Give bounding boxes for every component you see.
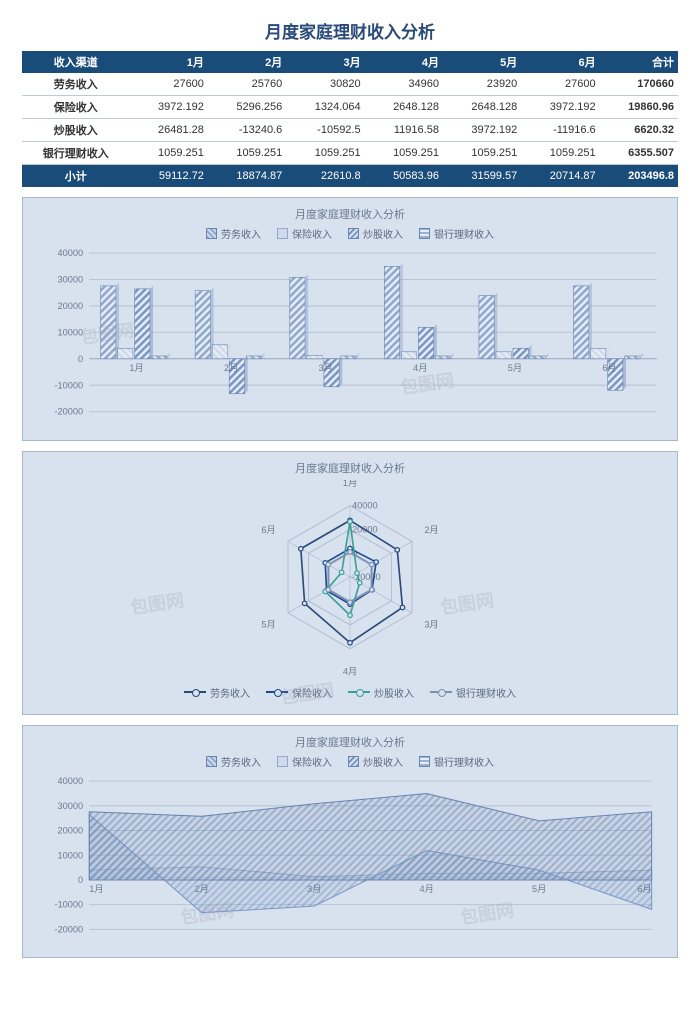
svg-text:10000: 10000 [58,327,84,337]
svg-text:4月: 4月 [413,363,427,373]
table-header: 5月 [443,51,521,73]
svg-text:2月: 2月 [195,884,209,894]
svg-text:40000: 40000 [352,501,378,511]
svg-text:6月: 6月 [637,884,651,894]
area-chart-panel: 月度家庭理财收入分析 劳务收入 保险收入 炒股收入 银行理财收入 -20000 -100… [22,725,678,959]
svg-text:2月: 2月 [224,363,238,373]
legend-item: 银行理财收入 [419,754,494,769]
svg-text:40000: 40000 [58,776,84,786]
legend-item: 银行理财收入 [419,226,494,241]
table-row: 劳务收入276002576030820349602392027600170660 [22,73,678,96]
table-header: 2月 [208,51,286,73]
page-title: 月度家庭理财收入分析 [22,18,678,43]
svg-text:5月: 5月 [261,619,275,629]
area-chart: -20000 -10000 0 10000 20000 30000 40000 1月 2月 3月 4… [33,776,667,950]
area-chart-legend: 劳务收入 保险收入 炒股收入 银行理财收入 [33,754,667,770]
svg-text:-20000: -20000 [55,407,84,417]
table-header: 1月 [130,51,208,73]
radar-chart-title: 月度家庭理财收入分析 [33,460,667,476]
legend-item: 保险收入 [266,685,332,700]
radar-chart-legend: 劳务收入 保险收入 炒股收入 银行理财收入 [33,685,667,700]
legend-item: 劳务收入 [206,754,261,769]
table-header: 合计 [600,51,678,73]
table-header: 3月 [286,51,364,73]
table-header: 6月 [521,51,599,73]
svg-text:4月: 4月 [420,884,434,894]
svg-text:10000: 10000 [58,850,84,860]
svg-text:20000: 20000 [58,301,84,311]
legend-item: 银行理财收入 [430,685,516,700]
svg-text:-10000: -10000 [55,899,84,909]
svg-text:1月: 1月 [89,884,103,894]
bar-chart-title: 月度家庭理财收入分析 [33,206,667,222]
bar-chart-legend: 劳务收入 保险收入 炒股收入 银行理财收入 [33,226,667,242]
svg-text:5月: 5月 [532,884,546,894]
legend-item: 保险收入 [277,226,332,241]
income-table: 收入渠道1月2月3月4月5月6月合计 劳务收入27600257603082034… [22,51,678,187]
svg-text:1月: 1月 [343,480,357,488]
svg-text:3月: 3月 [307,884,321,894]
svg-text:-20000: -20000 [55,924,84,934]
svg-text:5月: 5月 [508,363,522,373]
legend-item: 炒股收入 [348,226,403,241]
bar-chart: -20000 -10000 0 10000 20000 30000 40000 1月 2月 3月 4… [33,248,667,432]
legend-item: 保险收入 [277,754,332,769]
bar-chart-panel: 月度家庭理财收入分析 劳务收入 保险收入 炒股收入 银行理财收入 -20000 -100… [22,197,678,441]
svg-text:20000: 20000 [58,825,84,835]
svg-text:4月: 4月 [343,666,357,676]
table-row: 银行理财收入1059.2511059.2511059.2511059.25110… [22,142,678,165]
svg-text:0: 0 [78,354,83,364]
svg-text:1月: 1月 [129,363,143,373]
legend-item: 炒股收入 [348,685,414,700]
svg-text:2月: 2月 [424,525,438,535]
table-row: 炒股收入26481.28-13240.6-10592.511916.583972… [22,119,678,142]
svg-text:3月: 3月 [424,619,438,629]
legend-item: 劳务收入 [184,685,250,700]
area-chart-title: 月度家庭理财收入分析 [33,734,667,750]
radar-chart: 40000200000-200001月2月3月4月5月6月 [33,480,667,685]
svg-text:30000: 30000 [58,275,84,285]
table-header: 4月 [365,51,443,73]
table-subtotal-row: 小计59112.7218874.8722610.850583.9631599.5… [22,165,678,188]
svg-text:6月: 6月 [602,363,616,373]
table-row: 保险收入3972.1925296.2561324.0642648.1282648… [22,96,678,119]
svg-text:6月: 6月 [261,525,275,535]
svg-text:0: 0 [78,875,83,885]
legend-item: 炒股收入 [348,754,403,769]
svg-text:30000: 30000 [58,800,84,810]
svg-text:40000: 40000 [58,248,84,258]
svg-text:-10000: -10000 [55,380,84,390]
table-header: 收入渠道 [22,51,130,73]
legend-item: 劳务收入 [206,226,261,241]
radar-chart-panel: 月度家庭理财收入分析 40000200000-200001月2月3月4月5月6月… [22,451,678,715]
svg-text:3月: 3月 [319,363,333,373]
